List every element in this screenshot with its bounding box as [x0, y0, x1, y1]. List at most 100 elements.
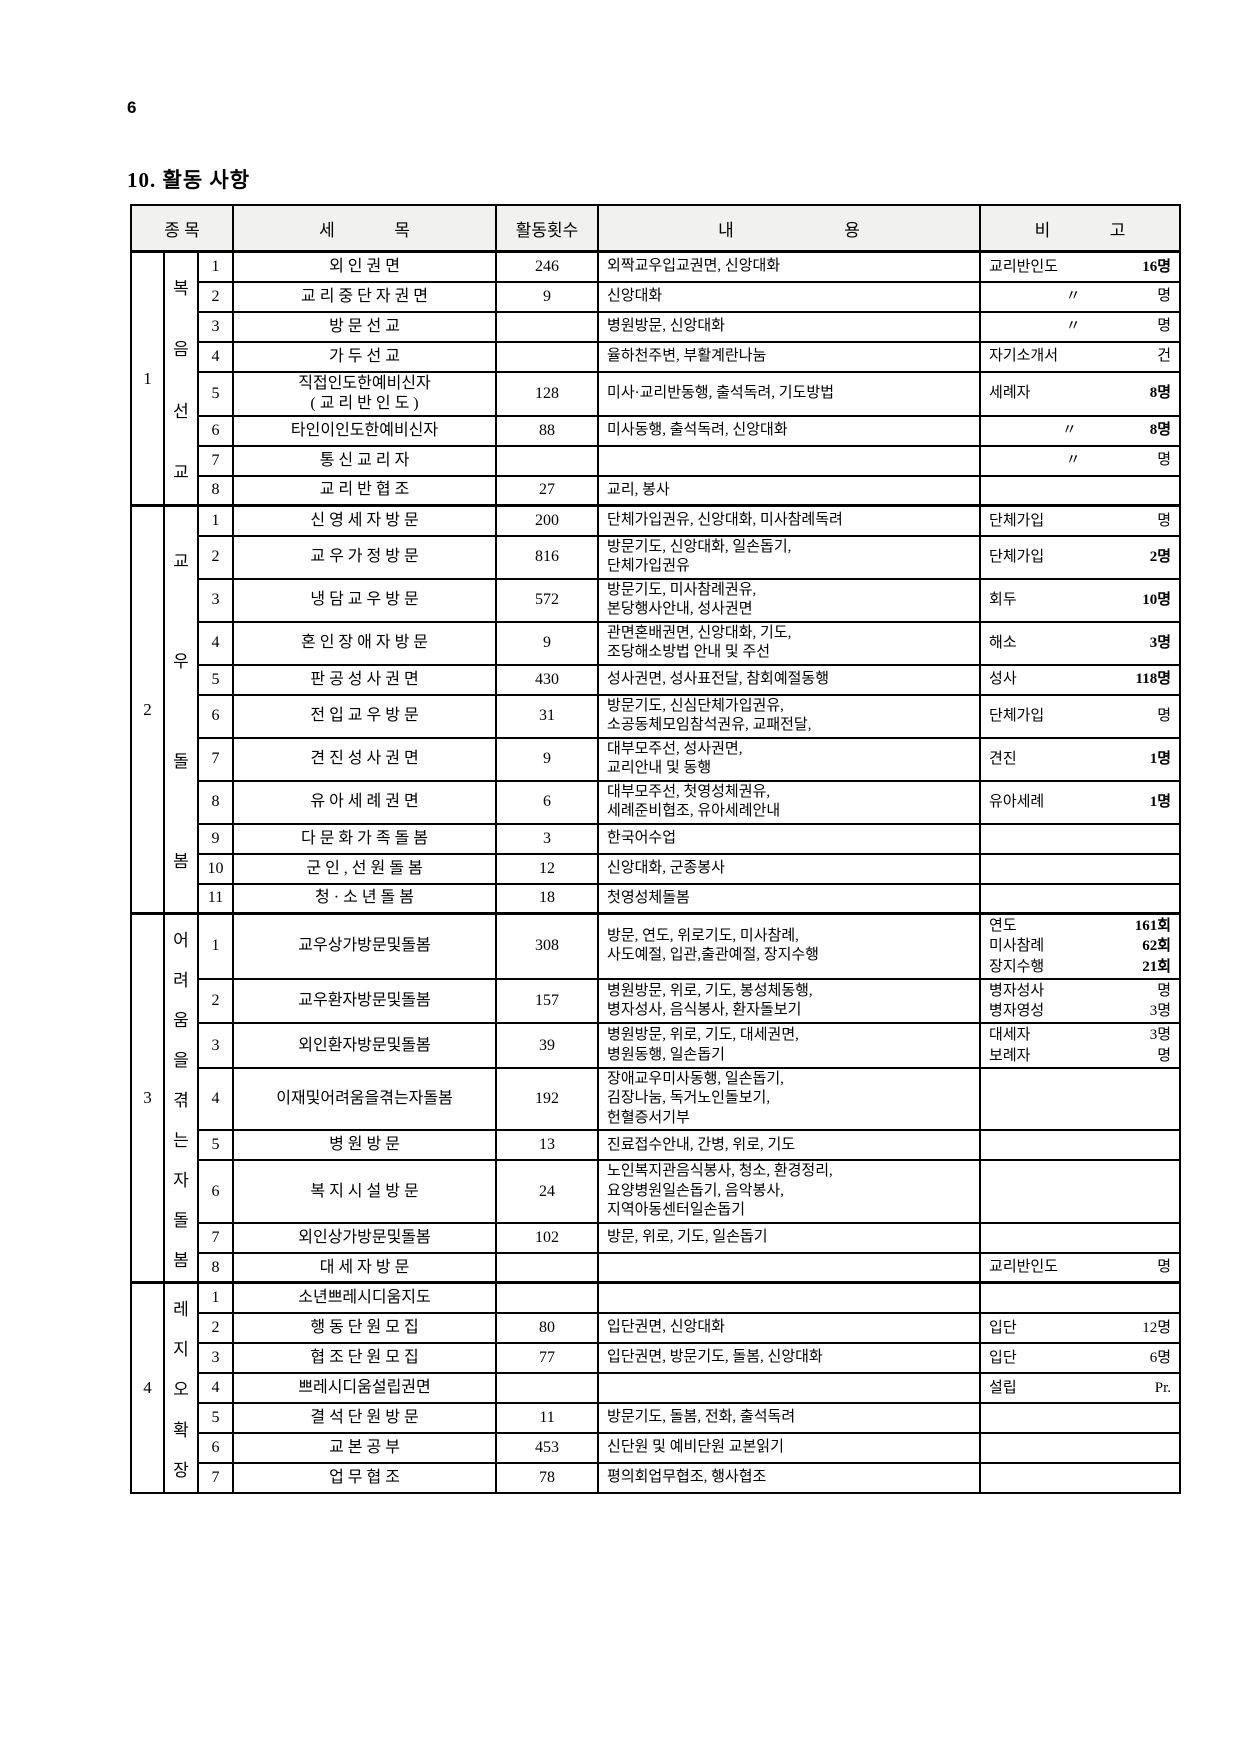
content-text — [597, 1281, 982, 1314]
item-title: 견 진 성 사 권 면 — [232, 736, 498, 782]
remark-value: 명 — [1157, 1047, 1172, 1064]
row-number: 6 — [196, 1159, 235, 1224]
content-text: 성사권면, 성사표전달, 참회예절동행 — [597, 663, 982, 696]
item-title: 소년쁘레시디움지도 — [232, 1281, 498, 1314]
remark-label: 교리반인도 — [989, 258, 1059, 275]
remark-value: 명 — [1157, 512, 1172, 529]
table-row: 4 레 지 오 확 장 1 소년쁘레시디움지도 — [130, 1281, 1182, 1494]
table-row: 10 군 인 , 선 원 돌 봄 12 신앙대화, 군종봉사 — [131, 852, 1182, 885]
remark-cell: 교리반인도 명 — [979, 1251, 1182, 1284]
remark-value: 3명 — [1149, 634, 1172, 651]
content-text: 방문, 연도, 위로기도, 미사참례, 사도예절, 입관,출관예절, 장지수행 — [597, 911, 982, 980]
content-text: 병원방문, 위로, 기도, 대세권면, 병원동행, 일손돕기 — [597, 1022, 982, 1069]
table-row: 6 타인이인도한예비신자 88 미사동행, 출석독려, 신앙대화 〃 8명 — [131, 414, 1182, 447]
item-title: 협 조 단 원 모 집 — [232, 1341, 498, 1374]
item-title: 군 인 , 선 원 돌 봄 — [232, 852, 498, 885]
row-number: 3 — [196, 577, 235, 623]
item-title: 외인상가방문및돌봄 — [232, 1221, 498, 1254]
content-text — [597, 444, 982, 477]
activity-count: 9 — [495, 280, 600, 313]
item-title: 교 우 가 정 방 문 — [232, 534, 498, 580]
row-number: 4 — [196, 620, 235, 666]
activity-count: 18 — [495, 882, 600, 915]
row-number: 2 — [196, 280, 235, 313]
content-text: 방문, 위로, 기도, 일손돕기 — [597, 1221, 982, 1254]
row-number: 3 — [196, 310, 235, 343]
row-number: 3 — [196, 1341, 235, 1374]
activity-count: 9 — [495, 736, 600, 782]
remark-line: 설립 Pr. — [989, 1378, 1171, 1398]
activity-count: 128 — [495, 370, 600, 417]
item-title: 냉 담 교 우 방 문 — [232, 577, 498, 623]
remark-label: 설립 — [989, 1379, 1017, 1396]
content-text: 방문기도, 미사참례권유, 본당행사안내, 성사권면 — [597, 577, 982, 623]
remark-cell: 해소 3명 — [979, 620, 1182, 666]
remark-cell: 견진 1명 — [979, 736, 1182, 782]
remark-value: 12명 — [1142, 1319, 1172, 1336]
content-text: 신앙대화, 군종봉사 — [597, 852, 982, 885]
row-number: 7 — [196, 1461, 235, 1494]
item-title: 병 원 방 문 — [232, 1129, 498, 1162]
remark-label: 병자성사 — [989, 982, 1045, 999]
remark-line: 입단 6명 — [989, 1348, 1171, 1368]
row-number: 7 — [196, 1221, 235, 1254]
activity-count — [495, 1251, 600, 1284]
remark-value: 건 — [1157, 348, 1172, 365]
row-number: 1 — [196, 911, 235, 980]
remark-cell: 단체가입 명 — [979, 693, 1182, 739]
remark-cell: 교리반인도 16명 — [979, 250, 1182, 283]
activity-count: 6 — [495, 779, 600, 825]
remark-cell: 연도 161회 미사참례 62회 장지수행 21회 — [979, 911, 1182, 980]
header-category: 종 목 — [129, 204, 235, 253]
header-item: 세 목 — [232, 204, 498, 253]
item-title: 대 세 자 방 문 — [232, 1251, 498, 1284]
remark-value: 명 — [1157, 982, 1172, 999]
row-number: 10 — [196, 852, 235, 885]
remark-label: 입단 — [989, 1319, 1017, 1336]
row-number: 1 — [196, 1281, 235, 1314]
remark-line: 견진 1명 — [989, 749, 1171, 769]
remark-line: 단체가입 명 — [989, 706, 1171, 726]
remark-line: 단체가입 명 — [989, 511, 1171, 531]
row-number: 8 — [196, 779, 235, 825]
item-title: 결 석 단 원 방 문 — [232, 1401, 498, 1434]
content-text: 입단권면, 신앙대화 — [597, 1311, 982, 1344]
remark-cell: 〃 8명 — [979, 414, 1182, 447]
remark-cell: 설립 Pr. — [979, 1371, 1182, 1404]
item-title: 전 입 교 우 방 문 — [232, 693, 498, 739]
row-number: 5 — [196, 1401, 235, 1434]
activity-count: 78 — [495, 1461, 600, 1494]
item-title: 타인이인도한예비신자 — [232, 414, 498, 447]
table-row: 4 이재및어려움을겪는자돌봄 192 장애교우미사동행, 일손돕기, 김장나눔, 독거… — [131, 1066, 1182, 1132]
remark-line: 교리반인도 16명 — [989, 257, 1171, 277]
remark-cell: 자기소개서 건 — [979, 340, 1182, 373]
row-number: 9 — [196, 822, 235, 855]
header-remark: 비 고 — [979, 204, 1182, 253]
remark-cell: 〃 명 — [979, 310, 1182, 343]
activity-count: 816 — [495, 534, 600, 580]
remark-line: 보례자 명 — [989, 1046, 1171, 1066]
row-number: 6 — [196, 1431, 235, 1464]
item-title: 다 문 화 가 족 돌 봄 — [232, 822, 498, 855]
activity-count: 453 — [495, 1431, 600, 1464]
row-number: 3 — [196, 1022, 235, 1069]
remark-line: 단체가입 2명 — [989, 547, 1171, 567]
item-title: 혼 인 장 애 자 방 문 — [232, 620, 498, 666]
remark-label: 〃 — [1065, 288, 1081, 305]
table-row: 5 직접인도한예비신자 ( 교 리 반 인 도 ) 128 미사·교리반동행, 출석독… — [131, 370, 1182, 417]
remark-cell — [979, 1159, 1182, 1224]
table-row: 4 쁘레시디움설립권면 설립 Pr. — [131, 1371, 1182, 1404]
